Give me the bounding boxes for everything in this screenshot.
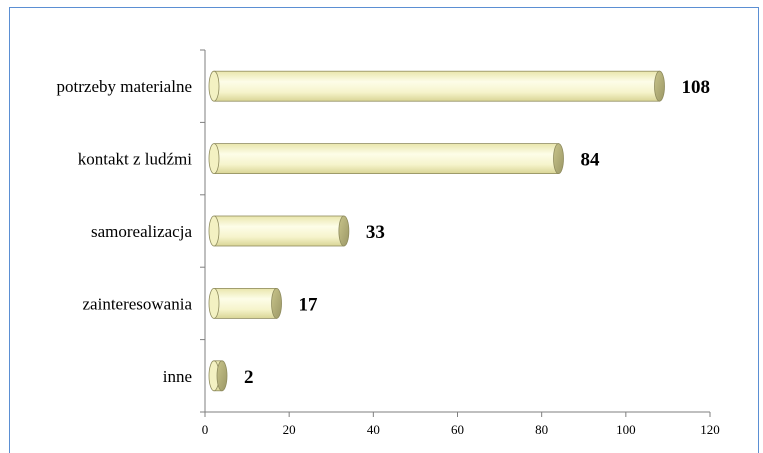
x-tick-label: 100 [616,422,636,437]
data-label: 2 [244,367,254,388]
data-label: 108 [682,77,711,98]
category-label: kontakt z ludźmi [78,150,193,169]
x-tick-label: 40 [367,422,380,437]
x-tick-label: 60 [451,422,464,437]
category-label: zainteresowania [83,294,193,313]
bar-body [213,70,660,102]
labels: 0 20 40 60 80 100 120 potrzeby materialne 108 kon… [57,77,720,437]
bar-start-cap [208,215,220,247]
bar-end-cap [553,143,564,175]
bar-end-cap [216,360,228,392]
bar-end-cap [654,70,665,102]
x-tick-label: 0 [202,422,209,437]
category-label: potrzeby materialne [57,77,192,96]
x-tick-label: 80 [535,422,548,437]
axes [200,49,711,417]
data-label: 84 [581,150,601,171]
bar-body [213,143,559,175]
bar [208,360,228,392]
bar [208,287,282,319]
bar-start-cap [208,287,220,319]
x-tick-label: 120 [700,422,720,437]
bar-body [213,287,277,319]
bar [208,215,350,247]
bar-start-cap [208,143,220,175]
bar-start-cap [208,70,220,102]
data-label: 33 [366,222,385,243]
data-label: 17 [299,294,319,315]
x-tick-label: 20 [283,422,296,437]
category-label: inne [163,367,192,386]
bar-body [213,215,345,247]
category-label: samorealizacja [91,222,192,241]
bar [208,70,665,102]
bars [208,70,665,392]
bar-end-cap [338,215,350,247]
bar-end-cap [271,287,282,319]
bar [208,143,564,175]
